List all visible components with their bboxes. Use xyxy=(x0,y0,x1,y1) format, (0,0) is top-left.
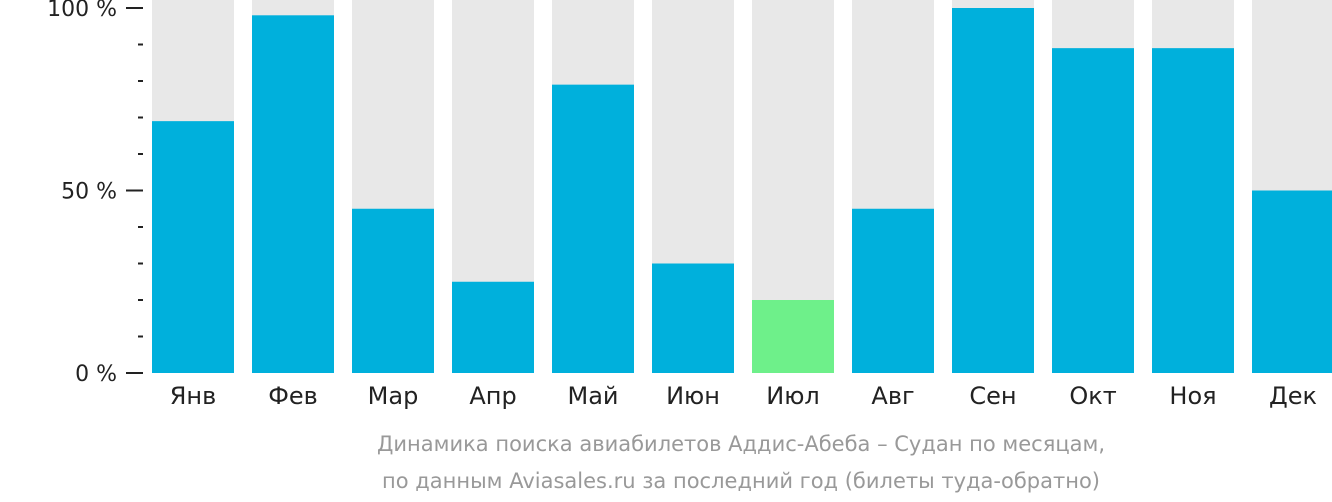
x-tick-label-10: Окт xyxy=(1069,382,1116,410)
bar-04 xyxy=(452,281,534,373)
bar-10 xyxy=(1052,48,1134,374)
x-tick-label-03: Мар xyxy=(368,382,419,410)
y-tick-label-0: 0 % xyxy=(75,362,117,387)
caption-line-2: по данным Aviasales.ru за последний год … xyxy=(382,469,1100,493)
x-tick-label-08: Авг xyxy=(871,382,914,410)
x-tick-label-12: Дек xyxy=(1269,382,1317,410)
y-axis: 0 % 50 % 100 % xyxy=(47,0,143,387)
bar-08 xyxy=(852,208,934,373)
caption-line-1: Динамика поиска авиабилетов Аддис-Абеба … xyxy=(377,432,1105,456)
x-tick-label-09: Сен xyxy=(969,382,1016,410)
y-tick-label-50: 50 % xyxy=(61,180,117,205)
bar-03 xyxy=(352,208,434,373)
y-tick-label-100: 100 % xyxy=(47,0,117,22)
bar-05 xyxy=(552,84,634,374)
x-tick-label-11: Ноя xyxy=(1169,382,1216,410)
bar-09 xyxy=(952,8,1034,373)
x-tick-label-07: Июл xyxy=(766,382,820,410)
x-tick-label-05: Май xyxy=(567,382,618,410)
bar-06 xyxy=(652,263,734,373)
bar-11 xyxy=(1152,48,1234,374)
bar-02 xyxy=(252,15,334,374)
bar-01 xyxy=(152,121,234,374)
x-tick-label-01: Янв xyxy=(170,382,217,410)
bar-07 xyxy=(752,300,834,373)
x-tick-label-04: Апр xyxy=(469,382,516,410)
bar-12 xyxy=(1252,190,1332,373)
x-tick-label-06: Июн xyxy=(666,382,720,410)
x-axis: Янв Фев Мар Апр Май Июн Июл Авг Сен Окт Ноя Дек xyxy=(170,382,1317,410)
bars xyxy=(152,8,1332,374)
x-tick-label-02: Фев xyxy=(268,382,318,410)
